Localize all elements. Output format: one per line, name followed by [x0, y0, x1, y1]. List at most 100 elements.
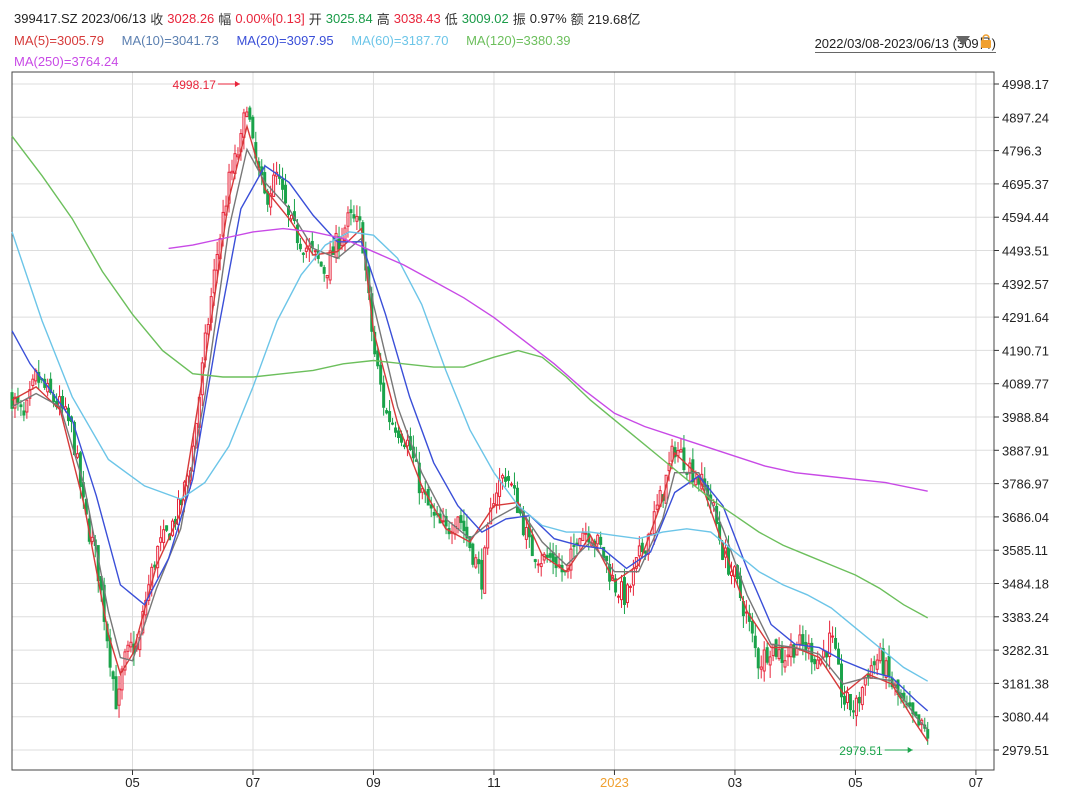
- candle-body: [64, 406, 68, 410]
- candle-body: [625, 584, 629, 604]
- candle-body: [120, 668, 124, 691]
- y-tick-label: 4796.3: [1002, 144, 1042, 159]
- candle-body: [643, 550, 647, 554]
- candle-body: [432, 511, 436, 516]
- candle-body: [792, 644, 796, 658]
- candle-body: [388, 411, 392, 423]
- candle-body: [875, 659, 879, 670]
- candle-body: [459, 515, 463, 523]
- candle-body: [872, 661, 876, 666]
- y-axis-ticks: 4998.17 4897.24 4796.3 4695.37 4594.44 4493.5…: [1002, 77, 1049, 758]
- y-tick-label: 3988.84: [1002, 410, 1049, 425]
- x-tick-label: 07: [969, 775, 983, 790]
- candle-body: [857, 696, 861, 704]
- candle-body: [881, 648, 885, 676]
- y-tick-label: 3383.24: [1002, 610, 1049, 625]
- y-tick-label: 3786.97: [1002, 477, 1049, 492]
- candle-body: [19, 404, 23, 408]
- candle-body: [521, 511, 525, 536]
- candles: [10, 105, 930, 745]
- candle-body: [786, 654, 790, 658]
- candle-body: [123, 651, 127, 671]
- y-tick-label: 4190.71: [1002, 343, 1049, 358]
- quote-header: 399417.SZ 2023/06/13 收 3028.26 幅 0.00%[0…: [14, 8, 644, 28]
- candle-body: [828, 632, 832, 657]
- candle-body: [507, 476, 511, 481]
- candle-body: [783, 660, 787, 668]
- candle-body: [848, 693, 852, 711]
- candle-body: [831, 635, 835, 638]
- symbol-date: 399417.SZ 2023/06/13: [14, 10, 147, 26]
- amp-label: 振: [512, 11, 526, 27]
- candle-body: [533, 559, 537, 563]
- candle-body: [489, 507, 493, 525]
- candle-body: [834, 637, 838, 649]
- candle-body: [248, 107, 252, 120]
- legend-ma10[interactable]: MA(10)=3041.73: [121, 33, 219, 48]
- y-tick-label: 4897.24: [1002, 110, 1049, 125]
- candle-body: [863, 677, 867, 686]
- candle-body: [289, 214, 293, 220]
- series-line-ma5: [11, 123, 929, 742]
- annotation-low-arrowhead: [907, 747, 913, 753]
- candle-body: [176, 498, 180, 526]
- candle-body: [394, 427, 398, 433]
- candle-body: [524, 527, 528, 540]
- candle-body: [730, 571, 734, 577]
- candle-body: [584, 532, 588, 535]
- y-tick-label: 3484.18: [1002, 576, 1049, 591]
- legend-ma5[interactable]: MA(5)=3005.79: [14, 33, 104, 48]
- candle-body: [655, 504, 659, 510]
- candle-body: [837, 648, 841, 665]
- candle-body: [854, 697, 858, 717]
- candle-body: [382, 382, 386, 408]
- dropdown-arrow-icon[interactable]: [956, 36, 970, 46]
- candle-body: [429, 504, 433, 509]
- candle-body: [860, 687, 864, 706]
- legend-ma60[interactable]: MA(60)=3187.70: [351, 33, 449, 48]
- candle-body: [771, 643, 775, 657]
- axes: [11, 71, 999, 775]
- candle-body: [397, 430, 401, 438]
- candle-body: [114, 676, 118, 710]
- candle-body: [777, 649, 781, 660]
- high-value: 3038.43: [393, 10, 441, 26]
- candle-body: [637, 545, 641, 557]
- y-tick-label: 4291.64: [1002, 310, 1049, 325]
- candle-body: [509, 483, 513, 486]
- open-label: 开: [308, 11, 322, 27]
- y-tick-label: 4594.44: [1002, 210, 1049, 225]
- candle-body: [762, 649, 766, 672]
- candle-body: [801, 634, 805, 645]
- y-tick-label: 2979.51: [1002, 743, 1049, 758]
- candle-body: [215, 254, 219, 271]
- legend-ma120[interactable]: MA(120)=3380.39: [466, 33, 571, 48]
- candle-body: [572, 545, 576, 548]
- grid: [12, 72, 994, 770]
- candle-body: [379, 364, 383, 385]
- candle-body: [301, 252, 305, 255]
- candle-body: [765, 647, 769, 663]
- candle-body: [759, 666, 763, 670]
- amount-value: 219.68亿: [587, 11, 641, 27]
- lock-icon[interactable]: [980, 34, 992, 48]
- date-range-selector[interactable]: 2022/03/08-2023/06/13 (309日): [814, 33, 996, 53]
- close-value: 3028.26: [167, 10, 215, 26]
- x-tick-label: 11: [487, 775, 501, 790]
- legend-ma250[interactable]: MA(250)=3764.24: [14, 54, 119, 69]
- candle-body: [495, 492, 499, 506]
- candle-body: [13, 396, 17, 409]
- candle-body: [640, 542, 644, 553]
- candle-body: [313, 250, 317, 253]
- candle-body: [483, 547, 487, 594]
- candle-body: [908, 702, 912, 707]
- legend-ma20[interactable]: MA(20)=3097.95: [236, 33, 334, 48]
- x-tick-label: 07: [246, 775, 260, 790]
- y-tick-label: 3585.11: [1002, 543, 1048, 558]
- candle-body: [156, 545, 160, 569]
- candle-body: [349, 209, 353, 214]
- candle-body: [750, 620, 754, 634]
- x-tick-label: 05: [848, 775, 862, 790]
- candle-body: [444, 515, 448, 527]
